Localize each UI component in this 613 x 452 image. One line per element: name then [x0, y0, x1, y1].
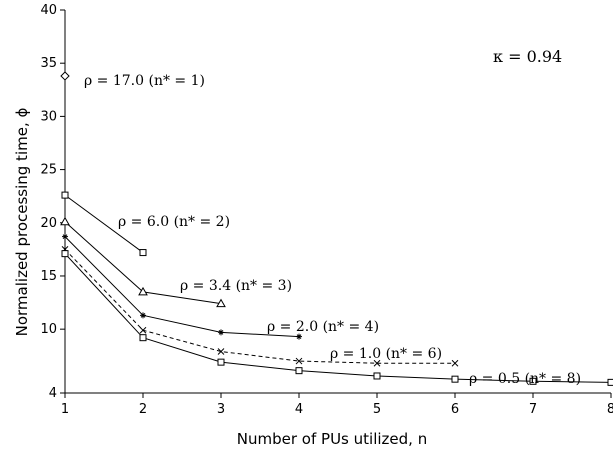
x-axis-title: Number of PUs utilized, n	[237, 430, 427, 448]
x-tick-label: 7	[529, 402, 537, 417]
point-marker	[62, 233, 68, 240]
y-tick-label: 25	[40, 163, 57, 178]
series-label: ρ = 17.0 (n* = 1)	[84, 73, 205, 89]
series-rho-0-5	[61, 250, 613, 386]
point-marker	[140, 312, 146, 319]
x-tick-label: 8	[607, 402, 613, 417]
y-axis-title: Normalized processing time, ϕ	[13, 108, 31, 337]
series-rho-17	[60, 71, 70, 81]
x-tick-label: 5	[373, 402, 381, 417]
y-tick-label: 10	[40, 322, 57, 337]
point-marker	[61, 191, 69, 199]
point-marker	[295, 367, 303, 375]
x-tick-label: 1	[61, 402, 69, 417]
series-rho-2	[62, 233, 302, 340]
y-tick-label: 4	[49, 386, 57, 401]
series-rho-3-4	[60, 216, 226, 308]
series-label: ρ = 1.0 (n* = 6)	[330, 346, 442, 362]
y-tick-label: 30	[40, 109, 57, 124]
y-tick-label: 40	[40, 3, 57, 18]
point-marker	[296, 333, 302, 340]
x-tick-label: 6	[451, 402, 459, 417]
series-label: ρ = 6.0 (n* = 2)	[118, 214, 230, 230]
x-tick-label: 3	[217, 402, 225, 417]
point-marker	[216, 298, 226, 308]
series-rho-1	[61, 246, 459, 367]
point-marker	[217, 348, 225, 355]
point-marker	[295, 357, 303, 365]
series-line	[64, 249, 455, 364]
point-marker	[138, 286, 148, 296]
series-rho-6	[61, 191, 147, 257]
y-tick-label: 35	[40, 56, 57, 71]
point-marker	[607, 378, 613, 386]
x-tick-label: 2	[139, 402, 147, 417]
point-marker	[139, 334, 147, 342]
x-tick-label: 4	[295, 402, 303, 417]
series-line	[64, 236, 300, 338]
point-marker	[139, 326, 147, 334]
point-marker	[139, 249, 147, 257]
annotations: ρ = 17.0 (n* = 1) ρ = 6.0 (n* = 2) ρ = 3.4…	[84, 73, 581, 387]
series-label: ρ = 3.4 (n* = 3)	[180, 278, 292, 294]
series-line	[64, 194, 144, 253]
series-group	[60, 71, 613, 386]
point-marker	[373, 372, 381, 380]
axes: 4 10 15 20 25 30 35 40 1 2 3 4 5 6 7 8	[40, 3, 613, 417]
point-marker	[60, 216, 70, 226]
point-marker	[373, 359, 381, 367]
series-label: ρ = 0.5 (n* = 8)	[469, 371, 581, 387]
series-label: ρ = 2.0 (n* = 4)	[267, 319, 379, 335]
point-marker	[451, 375, 459, 383]
point-marker	[451, 359, 459, 367]
y-tick-label: 20	[40, 216, 57, 231]
point-marker	[60, 71, 70, 81]
point-marker	[218, 329, 224, 336]
y-tick-label: 15	[40, 269, 57, 284]
point-marker	[529, 377, 537, 385]
series-line	[64, 253, 612, 383]
point-marker	[61, 250, 69, 258]
kappa-label: κ = 0.94	[493, 47, 562, 66]
point-marker	[217, 358, 225, 366]
